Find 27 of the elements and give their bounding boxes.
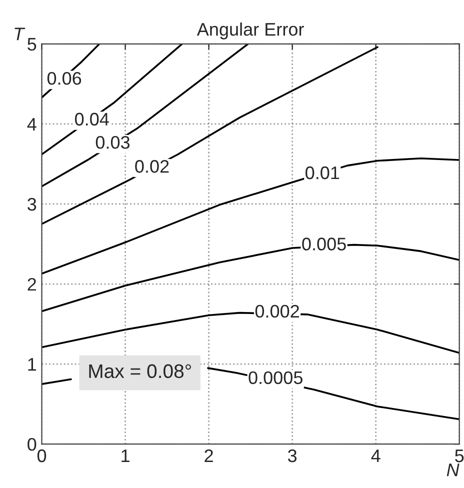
annotation: 0.002 xyxy=(255,304,299,318)
y-tick-label: 4 xyxy=(27,118,36,130)
y-tick-label: 0 xyxy=(28,438,36,451)
x-tick-label: 5 xyxy=(455,450,464,462)
x-tick-label: 3 xyxy=(288,449,297,462)
x-tick-label: 0 xyxy=(37,449,46,462)
annotation: 0.04 xyxy=(75,112,109,126)
line-series xyxy=(42,157,460,275)
x-tick-label: 2 xyxy=(204,449,213,462)
annotation: 0.02 xyxy=(135,160,169,173)
annotation: 0.0005 xyxy=(248,371,302,384)
y-tick-label: 1 xyxy=(28,358,36,371)
chart-title: Angular Error xyxy=(196,22,304,40)
y-axis-title: T xyxy=(14,28,26,40)
annotation: 0.06 xyxy=(47,72,82,85)
x-tick-label: 1 xyxy=(122,450,130,462)
x-axis-title: N xyxy=(446,464,460,476)
line-series xyxy=(42,44,249,188)
annotation: 0.005 xyxy=(302,238,346,250)
y-tick-label: 3 xyxy=(28,198,36,211)
annotation: Max = 0.08° xyxy=(89,364,191,378)
y-tick-label: 2 xyxy=(28,278,36,291)
y-tick-label: 5 xyxy=(28,38,36,51)
annotation: 0.03 xyxy=(96,136,130,149)
x-tick-label: 4 xyxy=(371,450,380,462)
line-series xyxy=(42,46,378,225)
annotation: 0.01 xyxy=(306,166,340,180)
